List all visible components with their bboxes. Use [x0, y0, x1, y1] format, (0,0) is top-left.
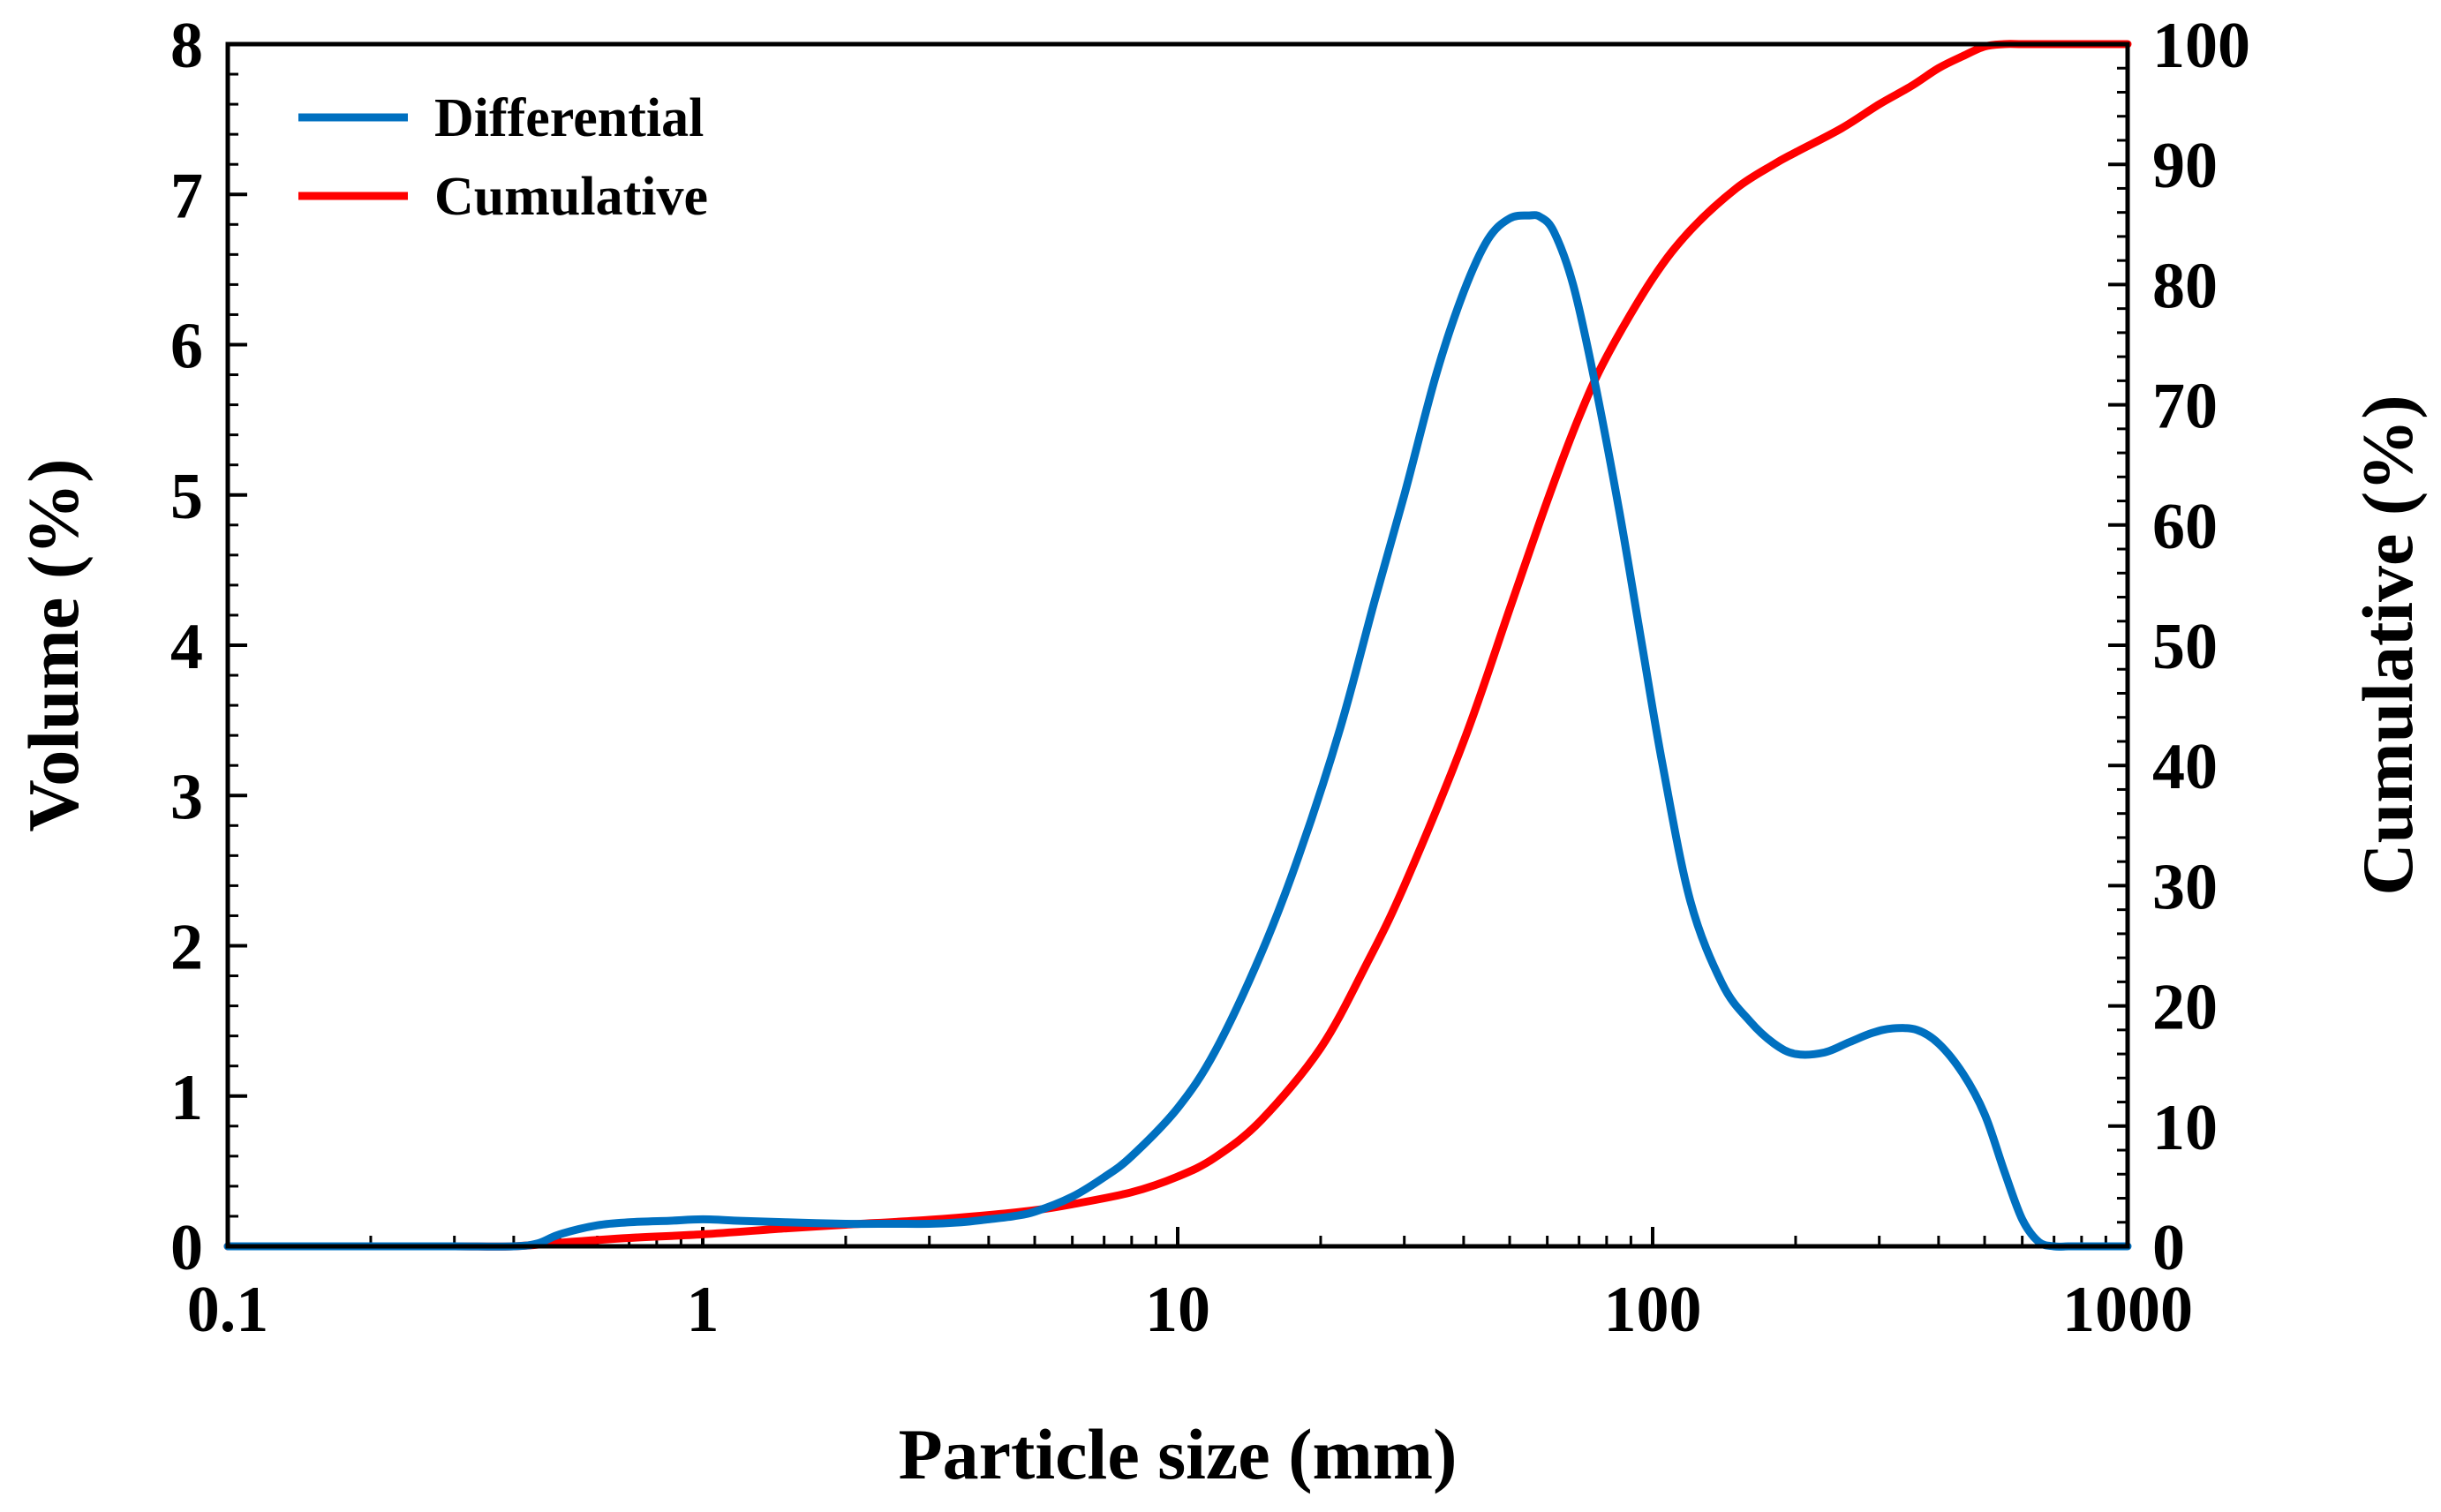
- legend-label-cumulative: Cumulative: [434, 167, 708, 227]
- y2-tick-label: 0: [2152, 1212, 2185, 1284]
- x-tick-label: 10: [1145, 1274, 1210, 1346]
- y2-axis-title: Cumulative (%): [2347, 395, 2428, 895]
- x-tick-label: 0.1: [187, 1274, 269, 1346]
- y2-tick-label: 30: [2152, 851, 2218, 923]
- y-tick-label: 8: [170, 10, 203, 82]
- series-line-cumulative: [223, 40, 2132, 1251]
- y2-tick-label: 60: [2152, 491, 2218, 563]
- y-axis-title: Volume (%): [13, 459, 94, 832]
- y2-tick-label: 20: [2152, 972, 2218, 1044]
- legend-label-differential: Differential: [434, 88, 704, 148]
- series-line-differential: [223, 211, 2132, 1251]
- x-tick-label: 1: [687, 1274, 719, 1346]
- series-layer: [223, 40, 2132, 1251]
- x-axis-title: Particle size (mm): [899, 1414, 1458, 1494]
- y2-tick-label: 10: [2152, 1092, 2218, 1164]
- y2-tick-label: 50: [2152, 611, 2218, 683]
- y-tick-label: 2: [170, 912, 203, 984]
- y2-tick-label: 70: [2152, 371, 2218, 443]
- tick-labels: 0.1 1 10 100 1000012345678010203040506070809…: [170, 10, 2250, 1346]
- x-tick-label: 1000: [2062, 1274, 2193, 1346]
- legend: Differential Cumulative: [298, 88, 708, 227]
- y-tick-label: 5: [170, 461, 203, 533]
- y-tick-label: 3: [170, 761, 203, 833]
- y-tick-label: 0: [170, 1212, 203, 1284]
- x-tick-label: 100: [1604, 1274, 1702, 1346]
- y-tick-label: 1: [170, 1062, 203, 1134]
- y2-tick-label: 40: [2152, 731, 2218, 803]
- y-tick-label: 7: [170, 160, 203, 232]
- plot-frame: [225, 41, 2130, 1249]
- y-tick-label: 6: [170, 311, 203, 383]
- y-tick-label: 4: [170, 611, 203, 683]
- y2-tick-label: 100: [2152, 10, 2250, 82]
- y2-tick-label: 90: [2152, 130, 2218, 202]
- y2-tick-label: 80: [2152, 250, 2218, 322]
